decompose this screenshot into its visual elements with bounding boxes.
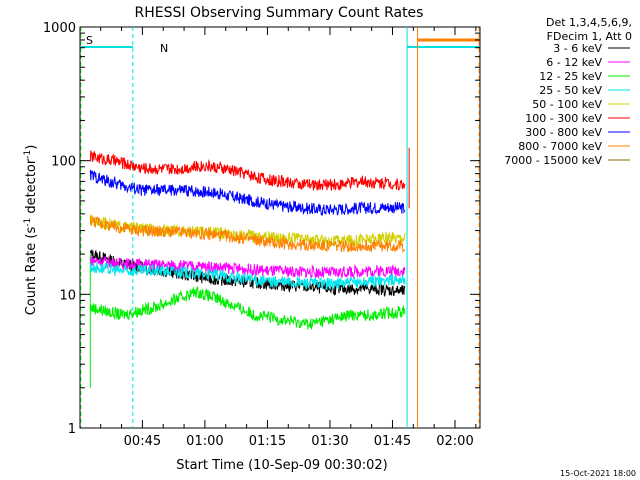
series-line-5 [89,150,406,191]
series-line-1 [89,255,406,280]
chart-title: RHESSI Observing Summary Count Rates [135,5,424,21]
timestamp: 15-Oct-2021 18:00 [560,469,636,478]
x-tick-label-2: 01:15 [249,434,286,449]
y-tick-label-0: 1 [68,422,76,437]
x-tick-label-1: 01:00 [186,434,223,449]
axes: 00:45 01:00 01:15 01:30 01:45 02:00 1 10 100 1000 [43,21,480,449]
plot-frame [79,26,481,429]
y-tick-label-1: 10 [59,288,76,303]
legend-label-8: 7000 - 15000 keV [504,154,602,167]
x-tick-label-0: 00:45 [124,434,161,449]
legend: Det 1,3,4,5,6,9,FDecim 1, Att 03 - 6 keV… [504,16,632,167]
series-line-7 [89,216,406,254]
legend-label-3: 25 - 50 keV [539,84,602,97]
y-label-sup-2: -1 [23,150,33,159]
y-axis-label: Count Rate (s-1 detector-1) [23,145,39,316]
x-tick-label-5: 02:00 [436,434,473,449]
legend-label-5: 100 - 300 keV [525,112,602,125]
series-line-3 [89,262,406,291]
series-group [89,147,410,330]
legend-label-0: 3 - 6 keV [553,42,602,55]
flag-lines: SN [80,27,480,428]
series-line-2 [89,286,406,330]
x-tick-label-4: 01:45 [374,434,411,449]
legend-label-1: 6 - 12 keV [546,56,602,69]
y-label-part-3: ) [24,145,39,150]
y-label-part-1: Count Rate (s [24,227,39,316]
series-line-6 [89,169,406,217]
x-axis-label: Start Time (10-Sep-09 00:30:02) [176,458,387,473]
plot-border [79,26,481,429]
legend-label-4: 50 - 100 keV [532,98,602,111]
y-label-sup-1: -1 [23,218,33,227]
legend-label-7: 800 - 7000 keV [518,140,602,153]
legend-label-6: 300 - 800 keV [525,126,602,139]
flag-label-s: S [86,34,93,47]
y-tick-label-2: 100 [51,155,76,170]
legend-label-2: 12 - 25 keV [539,70,602,83]
y-label-part-2: detector [24,158,39,218]
legend-header-1: FDecim 1, Att 0 [547,30,632,43]
flag-label-n: N [160,42,168,55]
y-tick-label-3: 1000 [43,21,76,36]
legend-header-0: Det 1,3,4,5,6,9, [546,16,632,29]
x-tick-label-3: 01:30 [311,434,348,449]
